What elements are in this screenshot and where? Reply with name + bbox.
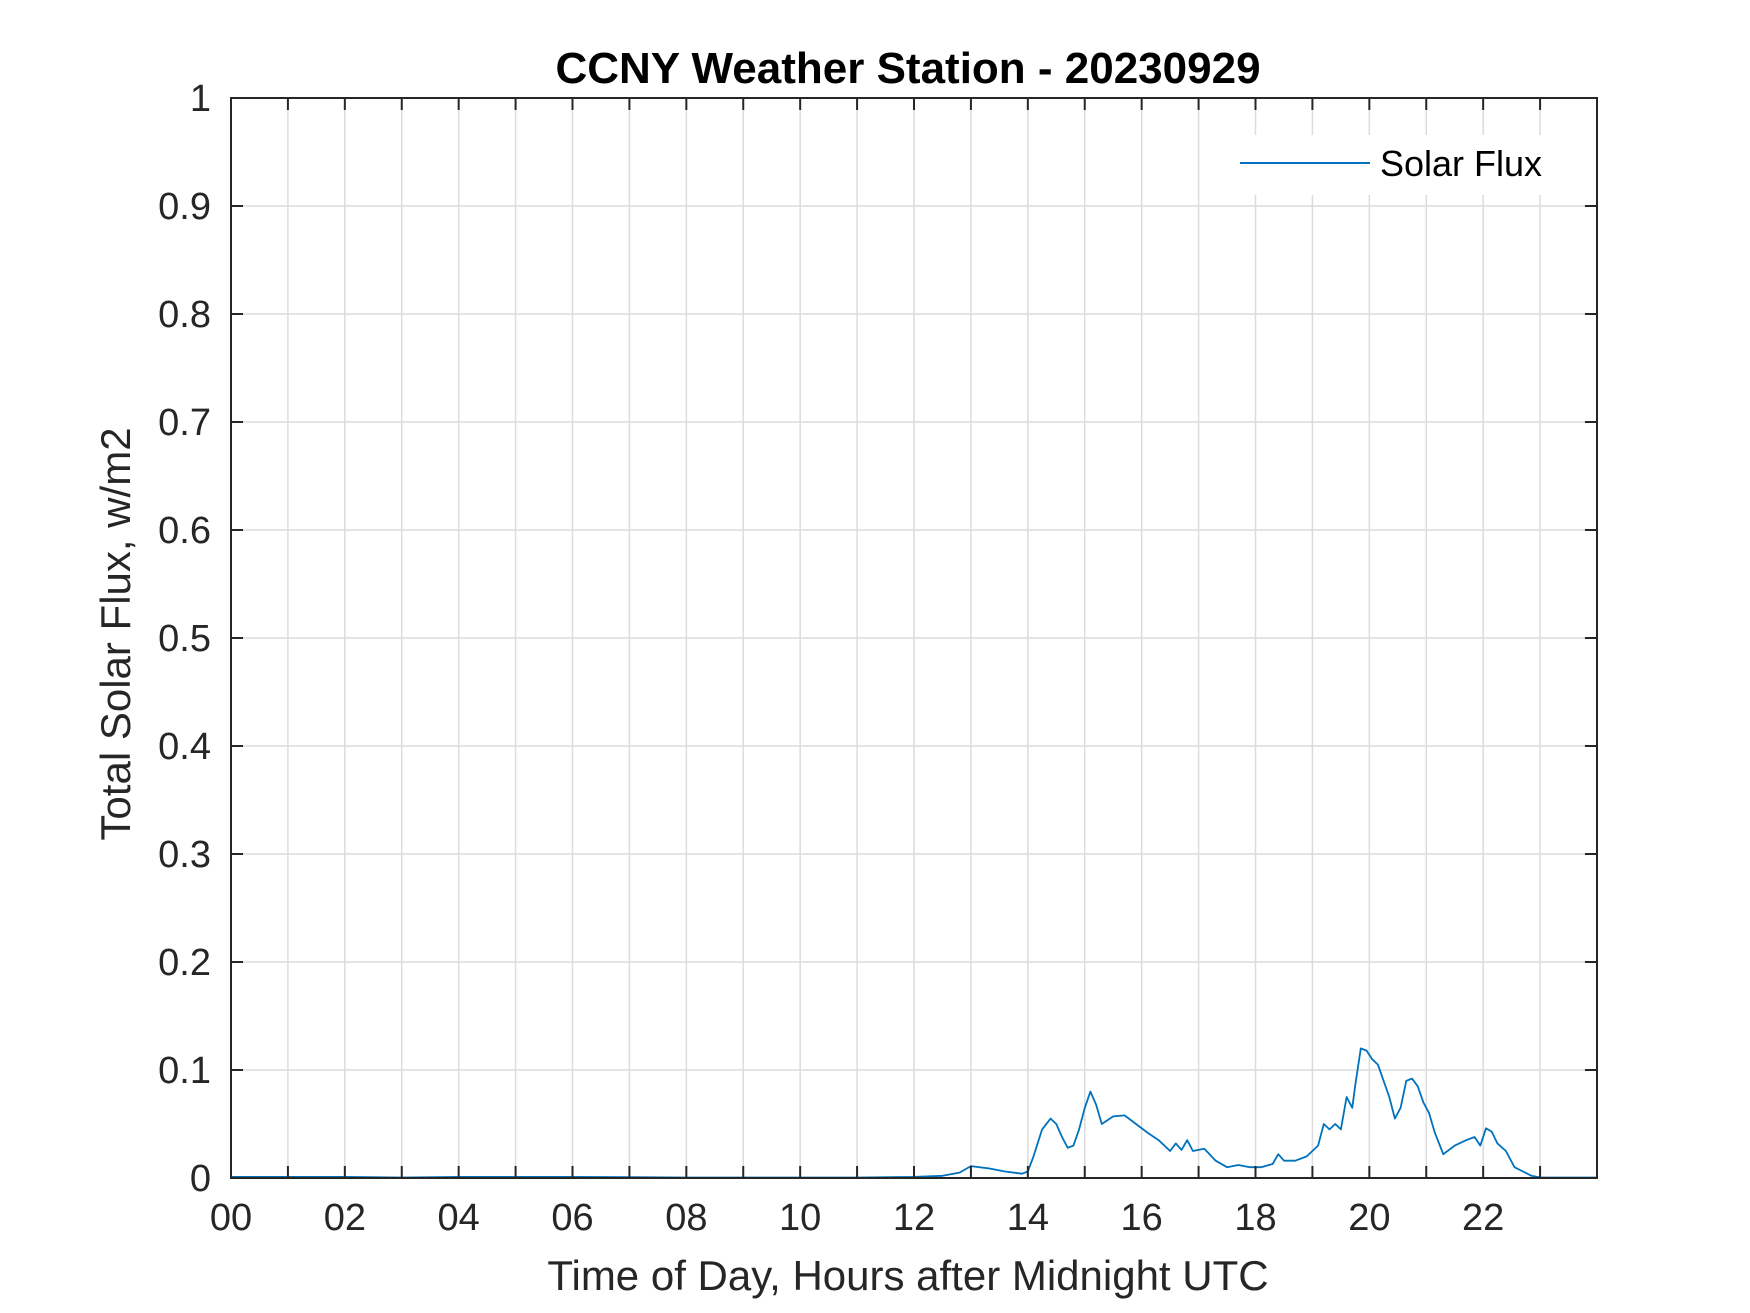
y-tick-label: 0.3 [158, 834, 211, 876]
grid-lines [231, 98, 1597, 1178]
x-tick-label: 18 [1234, 1197, 1276, 1239]
x-tick-labels: 00 02 04 06 08 10 12 14 16 18 20 22 [210, 1197, 1504, 1239]
x-tick-label: 00 [210, 1197, 252, 1239]
tick-marks [231, 97, 1597, 1179]
x-tick-label: 06 [551, 1197, 593, 1239]
y-tick-label: 0 [190, 1158, 211, 1200]
legend: Solar Flux [1225, 135, 1555, 195]
chart-title: CCNY Weather Station - 20230929 [555, 44, 1260, 93]
x-tick-label: 02 [324, 1197, 366, 1239]
x-tick-label: 22 [1462, 1197, 1504, 1239]
y-tick-label: 0.7 [158, 402, 211, 444]
x-tick-label: 20 [1348, 1197, 1390, 1239]
x-tick-label: 04 [438, 1197, 480, 1239]
y-tick-label: 0.6 [158, 510, 211, 552]
y-tick-label: 0.9 [158, 186, 211, 228]
legend-box [1225, 135, 1555, 195]
y-tick-label: 1 [190, 78, 211, 120]
y-tick-label: 0.8 [158, 294, 211, 336]
legend-label-solar-flux: Solar Flux [1380, 143, 1542, 184]
x-tick-label: 08 [665, 1197, 707, 1239]
y-tick-label: 0.1 [158, 1050, 211, 1092]
y-tick-label: 0.2 [158, 942, 211, 984]
x-tick-label: 10 [779, 1197, 821, 1239]
y-tick-label: 0.5 [158, 618, 211, 660]
series-line-0 [231, 1047, 1597, 1179]
y-tick-labels: 0 0.1 0.2 0.3 0.4 0.5 0.6 0.7 0.8 0.9 1 [158, 78, 211, 1200]
x-tick-label: 16 [1121, 1197, 1163, 1239]
x-axis-label: Time of Day, Hours after Midnight UTC [547, 1252, 1268, 1299]
y-axis-label: Total Solar Flux, w/m2 [92, 427, 139, 840]
x-tick-label: 12 [893, 1197, 935, 1239]
series-group [231, 1047, 1597, 1179]
y-tick-label: 0.4 [158, 726, 211, 768]
x-tick-label: 14 [1007, 1197, 1049, 1239]
